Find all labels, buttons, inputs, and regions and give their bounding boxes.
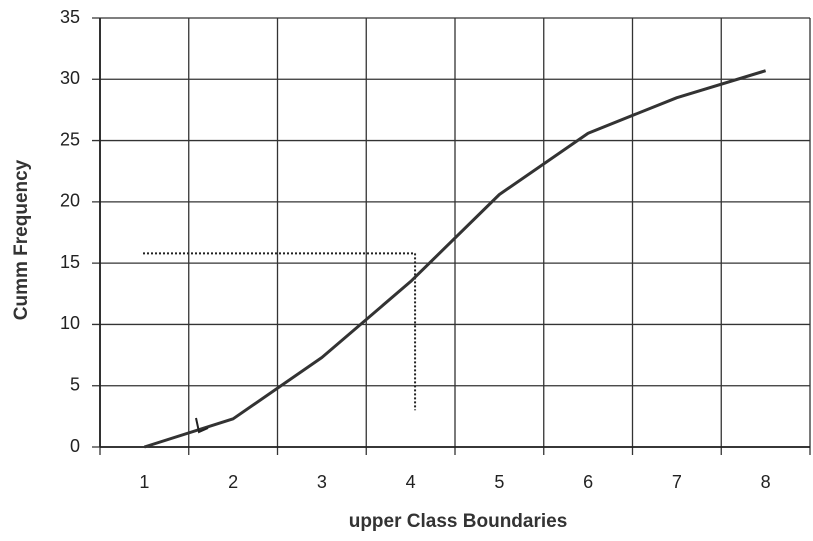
y-tick-label: 15 [60,252,80,272]
x-tick-label: 2 [228,472,238,492]
x-axis-title: upper Class Boundaries [349,511,568,532]
x-tick-label: 7 [672,472,682,492]
line-series [143,69,767,449]
hand-arrow [195,417,209,434]
x-tick-label: 5 [494,472,504,492]
y-tick-label: 20 [60,191,80,211]
x-tick-label: 3 [317,472,327,492]
y-axis-title: Cumm Frequency [11,159,32,320]
y-tick-label: 30 [60,68,80,88]
y-tick-label: 0 [70,436,80,456]
x-tick-label: 4 [406,472,416,492]
y-tick-label: 35 [60,7,80,27]
y-tick-label: 25 [60,129,80,149]
x-tick-label: 1 [139,472,149,492]
x-tick-label: 8 [761,472,771,492]
y-tick-label: 5 [70,374,80,394]
y-tick-label: 10 [60,313,80,333]
x-tick-label: 6 [583,472,593,492]
